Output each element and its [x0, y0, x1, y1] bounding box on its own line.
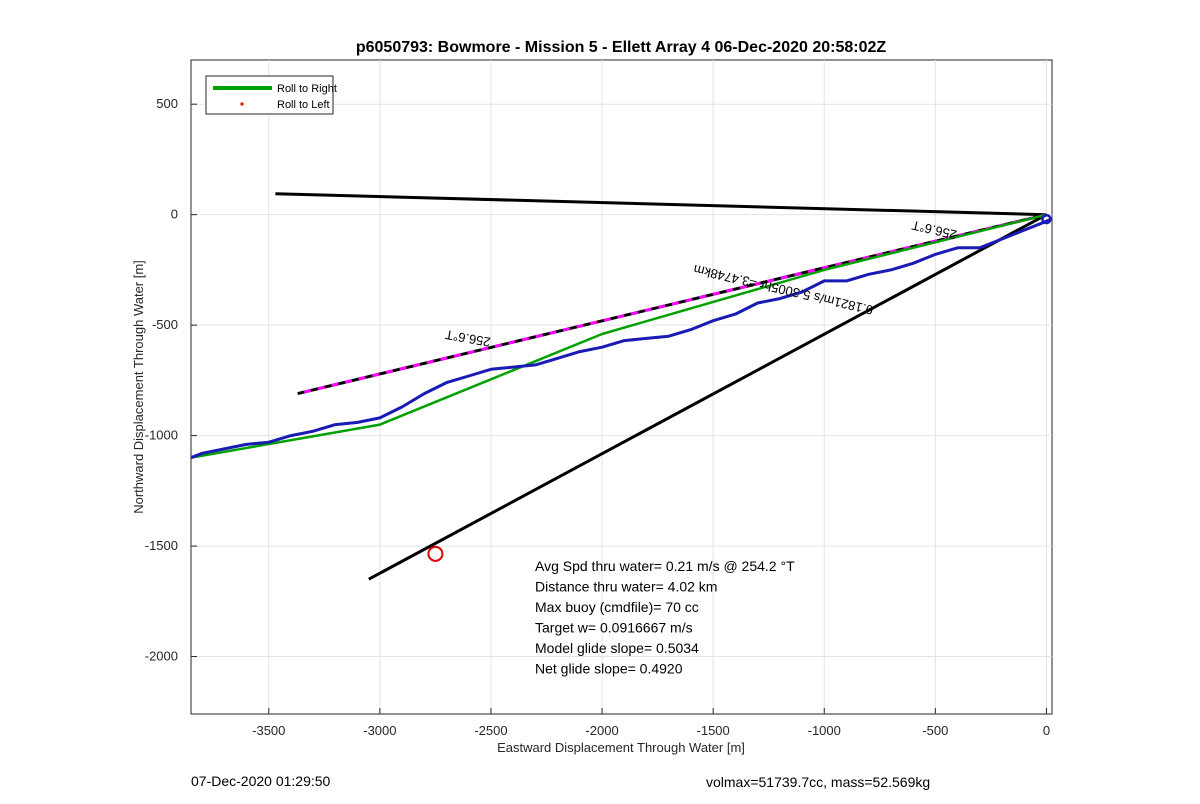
plot-area [190, 59, 1053, 715]
x-tick-label: -1000 [808, 723, 841, 738]
legend-box [205, 75, 334, 115]
x-tick-label: -2000 [585, 723, 618, 738]
data-lines [190, 192, 1052, 581]
y-tick-label: 0 [171, 207, 178, 222]
x-axis-label: Eastward Displacement Through Water [m] [497, 740, 745, 755]
stats-annotation: Model glide slope= 0.5034 [535, 640, 699, 656]
y-tick-label: -1000 [145, 428, 178, 443]
legend-label-roll-right: Roll to Right [277, 83, 337, 95]
legend: Roll to Right Roll to Left [205, 75, 337, 115]
y-tick-label: -2000 [145, 649, 178, 664]
legend-dot-roll-left [240, 102, 244, 106]
reference-line [368, 213, 1048, 581]
x-tick-label: -2500 [474, 723, 507, 738]
position-marker [427, 545, 444, 562]
y-tick-label: -500 [152, 317, 178, 332]
series-line-roll-right [190, 213, 1047, 459]
stats-annotation: Max buoy (cmdfile)= 70 cc [535, 599, 699, 615]
x-tick-label: -500 [922, 723, 948, 738]
footer-info: volmax=51739.7cc, mass=52.569kg [706, 774, 931, 790]
x-tick-label: 0 [1043, 723, 1050, 738]
stats-annotation: Avg Spd thru water= 0.21 m/s @ 254.2 °T [535, 558, 795, 574]
stats-annotation: Target w= 0.0916667 m/s [535, 620, 693, 636]
track-end-loop [1041, 213, 1052, 225]
grid-lines [191, 60, 1052, 714]
stats-annotation: Distance thru water= 4.02 km [535, 579, 717, 595]
x-tick-label: -1500 [697, 723, 730, 738]
y-tick-label: 500 [156, 96, 178, 111]
stats-annotation: Net glide slope= 0.4920 [535, 661, 683, 677]
chart-title: p6050793: Bowmore - Mission 5 - Ellett A… [356, 39, 887, 56]
series-line-track [190, 217, 1052, 460]
x-tick-label: -3500 [252, 723, 285, 738]
y-axis-label: Northward Displacement Through Water [m] [131, 260, 146, 514]
x-tick-label: -3000 [363, 723, 396, 738]
footer-timestamp: 07-Dec-2020 01:29:50 [191, 773, 331, 789]
tick-labels: -3500 -3000 -2500 -2000 -1500 -1000 -500 0 500 0 -… [145, 96, 1050, 738]
legend-label-roll-left: Roll to Left [277, 99, 330, 111]
y-tick-label: -1500 [145, 538, 178, 553]
reference-line [275, 192, 1047, 217]
